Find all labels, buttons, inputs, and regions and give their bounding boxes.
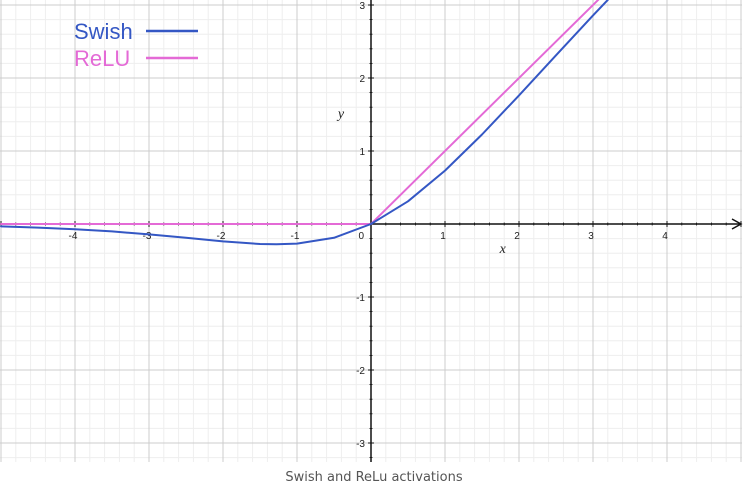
x-axis-title: x (499, 242, 507, 257)
x-tick-label: -2 (217, 231, 226, 242)
figure-caption: Swish and ReLu activations (285, 470, 463, 485)
y-tick-label: -1 (356, 293, 365, 304)
series-lines (0, 0, 609, 246)
origin-label: 0 (358, 231, 364, 242)
x-tick-label: 3 (588, 231, 594, 242)
x-tick-label: 4 (662, 231, 668, 242)
legend-label-swish: Swish (74, 19, 133, 44)
tick-labels: -4 -3 -2 -1 1 2 3 4 -3 -2 -1 1 2 3 0 x y (69, 1, 669, 450)
y-tick-label: 1 (359, 147, 365, 158)
x-tick-label: -1 (291, 231, 300, 242)
y-axis-title: y (336, 107, 345, 122)
y-tick-label: -2 (356, 366, 365, 377)
y-tick-label: -3 (356, 439, 365, 450)
x-tick-label: 1 (440, 231, 446, 242)
x-tick-label: -4 (69, 231, 78, 242)
y-tick-label: 3 (359, 1, 365, 12)
legend-label-relu: ReLU (74, 46, 130, 71)
x-tick-label: -3 (143, 231, 152, 242)
x-tick-label: 2 (514, 231, 520, 242)
series-line-swish (0, 0, 609, 246)
y-tick-label: 2 (359, 74, 365, 85)
